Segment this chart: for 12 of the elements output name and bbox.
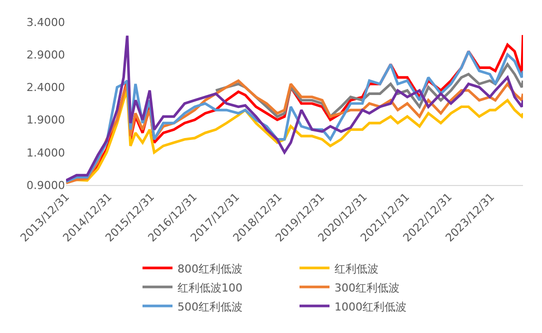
y-tick-label: 3.4000 xyxy=(26,16,65,29)
y-tick-label: 2.4000 xyxy=(26,81,65,94)
y-tick-label: 2.9000 xyxy=(26,48,65,62)
legend-label: 500红利低波 xyxy=(178,300,242,314)
y-tick-label: 0.9000 xyxy=(26,178,65,192)
legend-label: 红利低波100 xyxy=(178,281,242,294)
legend-label: 1000红利低波 xyxy=(334,300,406,314)
legend-label: 800红利低波 xyxy=(178,262,242,276)
legend-label: 300红利低波 xyxy=(334,281,400,294)
legend-label: 红利低波 xyxy=(334,262,378,276)
y-tick-label: 1.4000 xyxy=(26,146,65,160)
y-tick-label: 1.9000 xyxy=(26,114,65,127)
